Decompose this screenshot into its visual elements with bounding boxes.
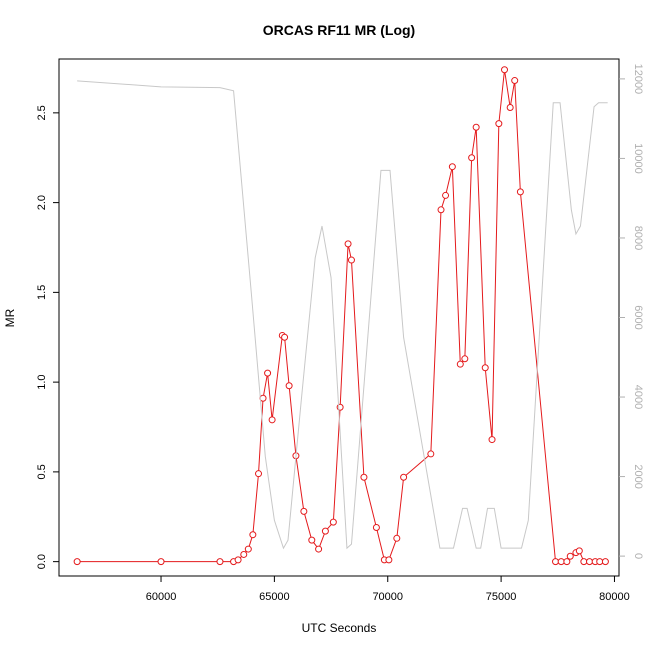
series-0-point-16 <box>300 507 308 515</box>
x-tick-label-4: 80000 <box>599 591 630 603</box>
series-0-point-18 <box>315 545 323 553</box>
series-0-point-40 <box>495 120 503 128</box>
plot-frame <box>58 58 620 577</box>
series-0-point-46 <box>557 558 565 566</box>
series-0-point-47 <box>563 558 571 566</box>
y2-tick-label-5: 10000 <box>632 143 644 174</box>
series-0-point-39 <box>488 436 496 444</box>
series-0-point-54 <box>596 558 604 566</box>
series-0-point-45 <box>552 558 560 566</box>
series-0-point-17 <box>308 536 316 544</box>
y2-tick-label-6: 12000 <box>632 64 644 95</box>
series-0-point-22 <box>344 240 352 248</box>
series-0-point-11 <box>268 416 276 424</box>
y-tick-label-5: 2.5 <box>36 105 48 120</box>
series-0-point-23 <box>347 256 355 264</box>
series-0-point-2 <box>216 558 224 566</box>
series-0-point-20 <box>329 518 337 526</box>
series-0-point-29 <box>400 473 408 481</box>
series-0-point-5 <box>240 550 248 558</box>
series-0-point-4 <box>234 556 242 564</box>
series-0-point-35 <box>461 355 469 363</box>
x-axis-label: UTC Seconds <box>302 621 377 635</box>
series-0-point-43 <box>511 77 519 85</box>
series-0-point-31 <box>437 206 445 214</box>
series-0-point-7 <box>249 531 257 539</box>
series-0-point-28 <box>393 534 401 542</box>
y-tick-label-3: 1.5 <box>36 285 48 300</box>
series-0-point-50 <box>575 547 583 555</box>
y2-tick-label-0: 0 <box>632 553 644 559</box>
series-0-point-33 <box>448 163 456 171</box>
series-0-line <box>77 69 606 563</box>
series-0-point-36 <box>468 154 476 162</box>
series-0-point-51 <box>580 558 588 566</box>
y-axis-label: MR <box>3 308 17 327</box>
chart-title: ORCAS RF11 MR (Log) <box>263 22 415 38</box>
series-layer <box>73 66 609 566</box>
series-0-point-14 <box>285 382 293 390</box>
y2-tick-label-4: 8000 <box>632 226 644 250</box>
series-0-point-8 <box>255 470 263 478</box>
series-0-point-6 <box>244 545 252 553</box>
series-0-point-0 <box>73 558 81 566</box>
series-0-point-44 <box>516 188 524 196</box>
series-0-point-55 <box>601 558 609 566</box>
series-0-point-34 <box>456 360 464 368</box>
series-0-point-38 <box>481 364 489 372</box>
axes: 60000 65000 70000 75000 800000.00.51.01.52.0… <box>36 64 644 603</box>
y-tick-label-4: 2.0 <box>36 195 48 210</box>
series-0-point-13 <box>281 333 289 341</box>
series-0-point-1 <box>157 558 165 566</box>
series-0-point-41 <box>501 66 509 74</box>
series-0-point-52 <box>586 558 594 566</box>
series-0-point-32 <box>442 191 450 199</box>
series-0-point-21 <box>336 403 344 411</box>
y2-tick-label-3: 6000 <box>632 305 644 329</box>
series-0-point-48 <box>566 552 574 560</box>
x-tick-label-1: 65000 <box>259 591 290 603</box>
y-tick-label-2: 1.0 <box>36 374 48 389</box>
series-0-point-27 <box>385 556 393 564</box>
x-tick-label-0: 60000 <box>146 591 177 603</box>
series-0-point-19 <box>321 527 329 535</box>
y2-tick-label-1: 2000 <box>632 464 644 488</box>
series-0-point-37 <box>472 123 480 131</box>
y-tick-label-1: 0.5 <box>36 464 48 479</box>
x-tick-label-2: 70000 <box>372 591 403 603</box>
series-0-point-10 <box>264 369 272 377</box>
y2-tick-label-2: 4000 <box>632 385 644 409</box>
series-0-point-25 <box>372 524 380 532</box>
series-0-point-24 <box>360 473 368 481</box>
x-tick-label-3: 75000 <box>486 591 517 603</box>
series-1-line <box>77 80 608 550</box>
series-0-point-42 <box>506 103 514 111</box>
series-0-point-30 <box>427 450 435 458</box>
y-tick-label-0: 0.0 <box>36 554 48 569</box>
